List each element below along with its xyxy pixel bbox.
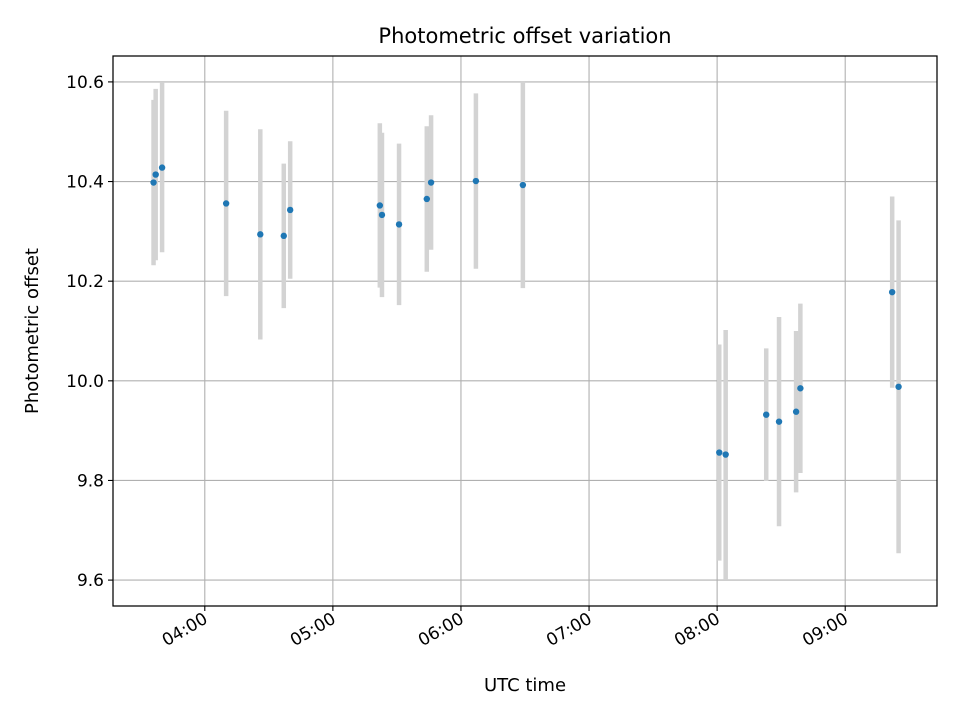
y-tick-label: 10.4 xyxy=(66,173,104,193)
y-tick-label: 9.6 xyxy=(77,571,104,591)
error-bars xyxy=(151,81,901,580)
data-point xyxy=(427,179,435,186)
data-point xyxy=(472,177,480,185)
x-tick-label: 08:00 xyxy=(671,609,723,651)
data-point xyxy=(150,179,157,186)
y-tick-label: 10.0 xyxy=(66,372,104,392)
y-tick-label: 10.2 xyxy=(66,272,104,292)
data-point xyxy=(395,221,403,228)
x-axis: 04:00 05:00 06:00 07:00 08:00 09:00 xyxy=(159,606,852,651)
x-tick-label: 07:00 xyxy=(543,609,595,651)
data-point xyxy=(722,451,729,458)
data-points xyxy=(150,164,902,458)
data-point xyxy=(775,418,783,425)
chart-title: Photometric offset variation xyxy=(378,24,671,48)
x-tick-label: 06:00 xyxy=(415,609,467,651)
y-axis: 9.6 9.8 10.0 10.2 10.4 10.6 xyxy=(66,73,113,591)
data-point xyxy=(257,231,264,238)
x-tick-label: 04:00 xyxy=(159,609,211,651)
plot-area-frame xyxy=(112,55,938,607)
grid xyxy=(113,56,937,606)
data-point xyxy=(888,288,896,296)
x-tick-label: 09:00 xyxy=(799,609,851,651)
data-point xyxy=(152,171,159,178)
data-point xyxy=(280,232,287,240)
y-tick-label: 10.6 xyxy=(66,73,104,93)
data-point xyxy=(895,383,902,390)
data-point xyxy=(158,164,166,171)
data-point xyxy=(376,202,384,209)
data-point xyxy=(763,411,770,418)
data-point xyxy=(222,200,230,207)
data-point xyxy=(792,408,800,415)
data-point xyxy=(378,211,386,219)
y-tick-label: 9.8 xyxy=(77,471,104,491)
y-axis-title: Photometric offset xyxy=(22,248,43,414)
data-point xyxy=(797,385,804,392)
data-point xyxy=(423,195,431,203)
x-tick-label: 05:00 xyxy=(287,609,339,651)
data-point xyxy=(286,206,294,214)
data-point xyxy=(519,181,527,189)
x-axis-title: UTC time xyxy=(484,675,566,696)
data-point xyxy=(716,449,723,456)
